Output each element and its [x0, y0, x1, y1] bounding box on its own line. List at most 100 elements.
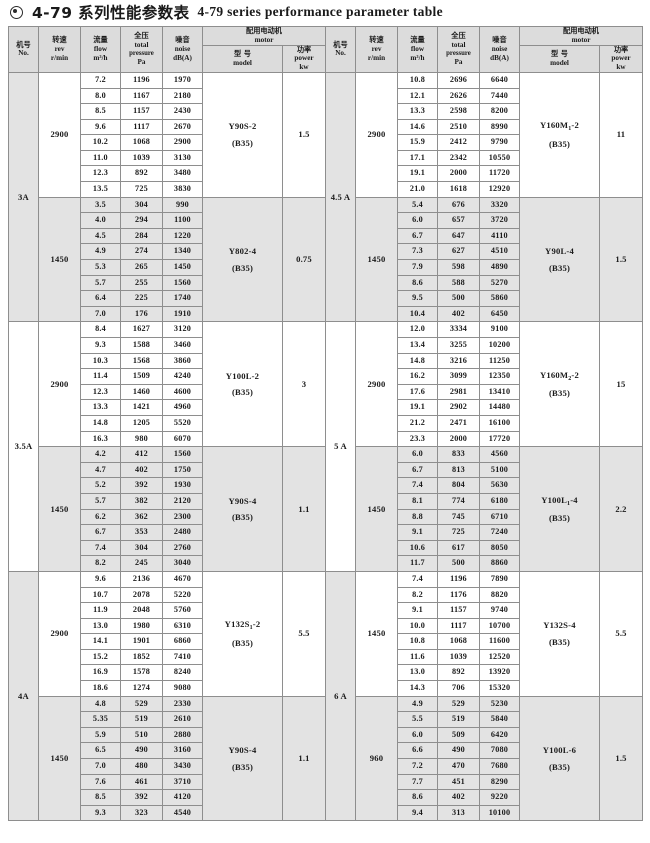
cell-flow: 7.3: [397, 243, 438, 261]
cell-noise: 7440: [479, 87, 520, 105]
cell-noise: 1740: [162, 290, 203, 307]
cell-flow: 11.6: [397, 648, 438, 666]
cell-flow: 14.8: [397, 352, 438, 370]
cell-motor-model: Y90L-4 (B35): [519, 196, 600, 323]
table-row: 16.2 3099 12350: [326, 368, 643, 385]
cell-flow: 12.3: [80, 383, 121, 401]
cell-total-pressure: 1068: [437, 633, 480, 650]
cell-total-pressure: 1980: [120, 617, 163, 635]
cell-total-pressure: 529: [437, 695, 480, 713]
cell-flow: 14.8: [80, 414, 121, 432]
cell-noise: 5270: [479, 274, 520, 292]
cell-total-pressure: 1852: [120, 648, 163, 666]
cell-flow: 9.1: [397, 524, 438, 541]
cell-total-pressure: 1901: [120, 633, 163, 650]
cell-noise: 8820: [479, 586, 520, 604]
cell-total-pressure: 402: [437, 305, 480, 323]
cell-flow: 7.7: [397, 773, 438, 791]
cell-total-pressure: 2598: [437, 103, 480, 120]
table-row: 7.4 804 5630: [326, 477, 643, 494]
cell-flow: 8.0: [80, 87, 121, 105]
table-row: 21.0 1618 12920: [326, 181, 643, 198]
cell-flow: 7.6: [80, 773, 121, 791]
cell-total-pressure: 676: [437, 196, 480, 214]
cell-flow: 7.0: [80, 305, 121, 323]
cell-total-pressure: 313: [437, 804, 480, 822]
cell-noise: 4120: [162, 789, 203, 806]
cell-total-pressure: 500: [437, 290, 480, 307]
cell-total-pressure: 1588: [120, 337, 163, 354]
cell-flow: 8.5: [80, 103, 121, 120]
performance-table-right: 机号 No. 转速 rev r/min 流量 flow m³/h: [325, 26, 644, 822]
cell-noise: 1560: [162, 274, 203, 292]
cell-total-pressure: 353: [120, 524, 163, 541]
table-row: 5.3 265 1450: [9, 259, 326, 276]
cell-flow: 8.2: [397, 586, 438, 604]
cell-noise: 7680: [479, 758, 520, 775]
table-row: 6.0 657 3720: [326, 212, 643, 229]
cell-noise: 3710: [162, 773, 203, 791]
cell-noise: 8290: [479, 773, 520, 791]
cell-total-pressure: 2136: [120, 570, 163, 588]
cell-rev: 1450: [355, 446, 398, 572]
table-row: 16.9 1578 8240: [9, 664, 326, 682]
cell-noise: 7410: [162, 648, 203, 666]
table-row: 3.5A 2900 8.4 1627 3120 Y100L-2 (B35) 3: [8, 321, 327, 572]
cell-total-pressure: 1627: [120, 321, 163, 338]
cell-total-pressure: 2000: [437, 165, 480, 183]
header-machine-no-cn: 机号: [16, 39, 31, 49]
cell-noise: 6420: [479, 726, 520, 744]
header-flow-en: flow: [93, 45, 108, 54]
cell-noise: 3430: [162, 758, 203, 775]
cell-noise: 4110: [479, 227, 520, 245]
cell-noise: 3320: [479, 196, 520, 214]
cell-noise: 3040: [162, 555, 203, 572]
cell-noise: 10200: [479, 337, 520, 354]
cell-flow: 6.0: [397, 446, 438, 463]
table-row: 13.5 725 3830: [9, 181, 326, 198]
cell-total-pressure: 1157: [120, 103, 163, 120]
header-power: 功率 power kw: [598, 44, 644, 73]
cell-flow: 4.0: [80, 212, 121, 229]
cell-noise: 5230: [479, 695, 520, 713]
table-row: 6.2 362 2300: [9, 508, 326, 526]
cell-total-pressure: 1196: [437, 570, 480, 588]
cell-flow: 14.6: [397, 118, 438, 136]
cell-noise: 7890: [479, 570, 520, 588]
cell-noise: 1450: [162, 259, 203, 276]
cell-total-pressure: 1568: [120, 352, 163, 370]
cell-total-pressure: 706: [437, 680, 480, 697]
cell-total-pressure: 323: [120, 804, 163, 822]
cell-total-pressure: 304: [120, 539, 163, 557]
cell-motor-model: Y90S-4 (B35): [202, 695, 283, 822]
cell-total-pressure: 519: [120, 711, 163, 728]
cell-motor-power: 1.5: [281, 71, 327, 198]
cell-flow: 10.3: [80, 352, 121, 370]
table-row: 21.2 2471 16100: [326, 414, 643, 432]
cell-total-pressure: 647: [437, 227, 480, 245]
table-row: 8.2 245 3040: [9, 555, 326, 572]
cell-flow: 14.3: [397, 680, 438, 697]
header-pressure-cn: 全压: [134, 31, 149, 41]
cell-flow: 11.7: [397, 555, 438, 572]
table-row: 14.3 706 15320: [326, 680, 643, 697]
header-flow-cn: 流量: [93, 35, 108, 45]
header-machine-no: 机号 No.: [8, 26, 39, 73]
cell-noise: 3160: [162, 742, 203, 760]
cell-flow: 11.0: [80, 149, 121, 167]
table-body-right: 4.5 A 2900 10.8 2696 6640 Y160M1-2 (B35) 11 12.1…: [325, 71, 644, 822]
cell-total-pressure: 774: [437, 492, 480, 510]
cell-total-pressure: 1274: [120, 680, 163, 697]
cell-motor-power: 5.5: [281, 570, 327, 697]
table-row: 4.5 A 2900 10.8 2696 6640 Y160M1-2 (B35) 11: [325, 71, 644, 323]
header-motor: 配用电动机 motor: [518, 26, 644, 46]
cell-machine-no: 4A: [8, 570, 39, 822]
cell-noise: 5220: [162, 586, 203, 604]
cell-total-pressure: 490: [120, 742, 163, 760]
cell-motor-model: Y132S1-2 (B35): [202, 570, 283, 697]
cell-total-pressure: 598: [437, 259, 480, 276]
table-row: 17.1 2342 10550: [326, 149, 643, 167]
table-row: 6.7 353 2480: [9, 524, 326, 541]
cell-total-pressure: 2510: [437, 118, 480, 136]
cell-total-pressure: 1157: [437, 602, 480, 619]
